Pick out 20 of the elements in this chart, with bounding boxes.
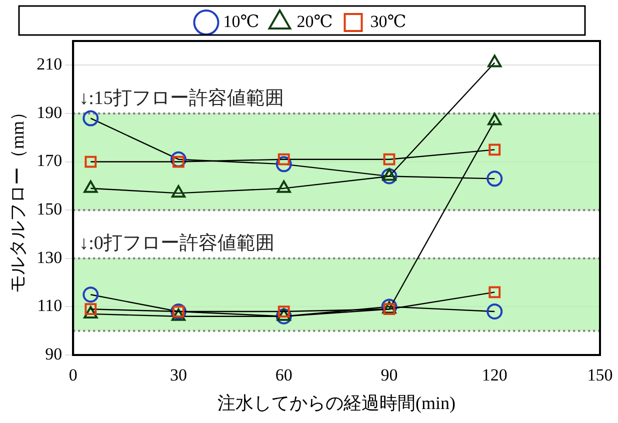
- y-tick-label: 150: [36, 200, 62, 219]
- y-tick-label: 130: [36, 248, 62, 267]
- y-tick-label: 190: [36, 102, 62, 122]
- y-tick-label: 210: [36, 54, 62, 74]
- legend-label: 30℃: [370, 12, 406, 31]
- y-tick-label: 170: [36, 151, 62, 170]
- x-axis-title: 注水してからの経過時間(min): [218, 392, 456, 413]
- x-tick-label: 0: [68, 366, 78, 385]
- annotation: ↓:15打フロー許容値範囲: [79, 86, 284, 109]
- x-tick-label: 60: [275, 366, 292, 385]
- legend-label: 10℃: [223, 12, 260, 31]
- x-tick-label: 120: [482, 366, 508, 385]
- y-tick-label: 90: [45, 344, 62, 364]
- annotation: ↓:0打フロー許容値範囲: [79, 232, 274, 254]
- y-axis-title: モルタルフロー（mm）: [8, 102, 28, 294]
- x-tick-label: 150: [587, 366, 613, 385]
- x-tick-label: 90: [380, 366, 398, 385]
- legend-label: 20℃: [296, 12, 333, 31]
- y-tick-label: 110: [37, 296, 62, 316]
- x-tick-label: 30: [170, 366, 187, 385]
